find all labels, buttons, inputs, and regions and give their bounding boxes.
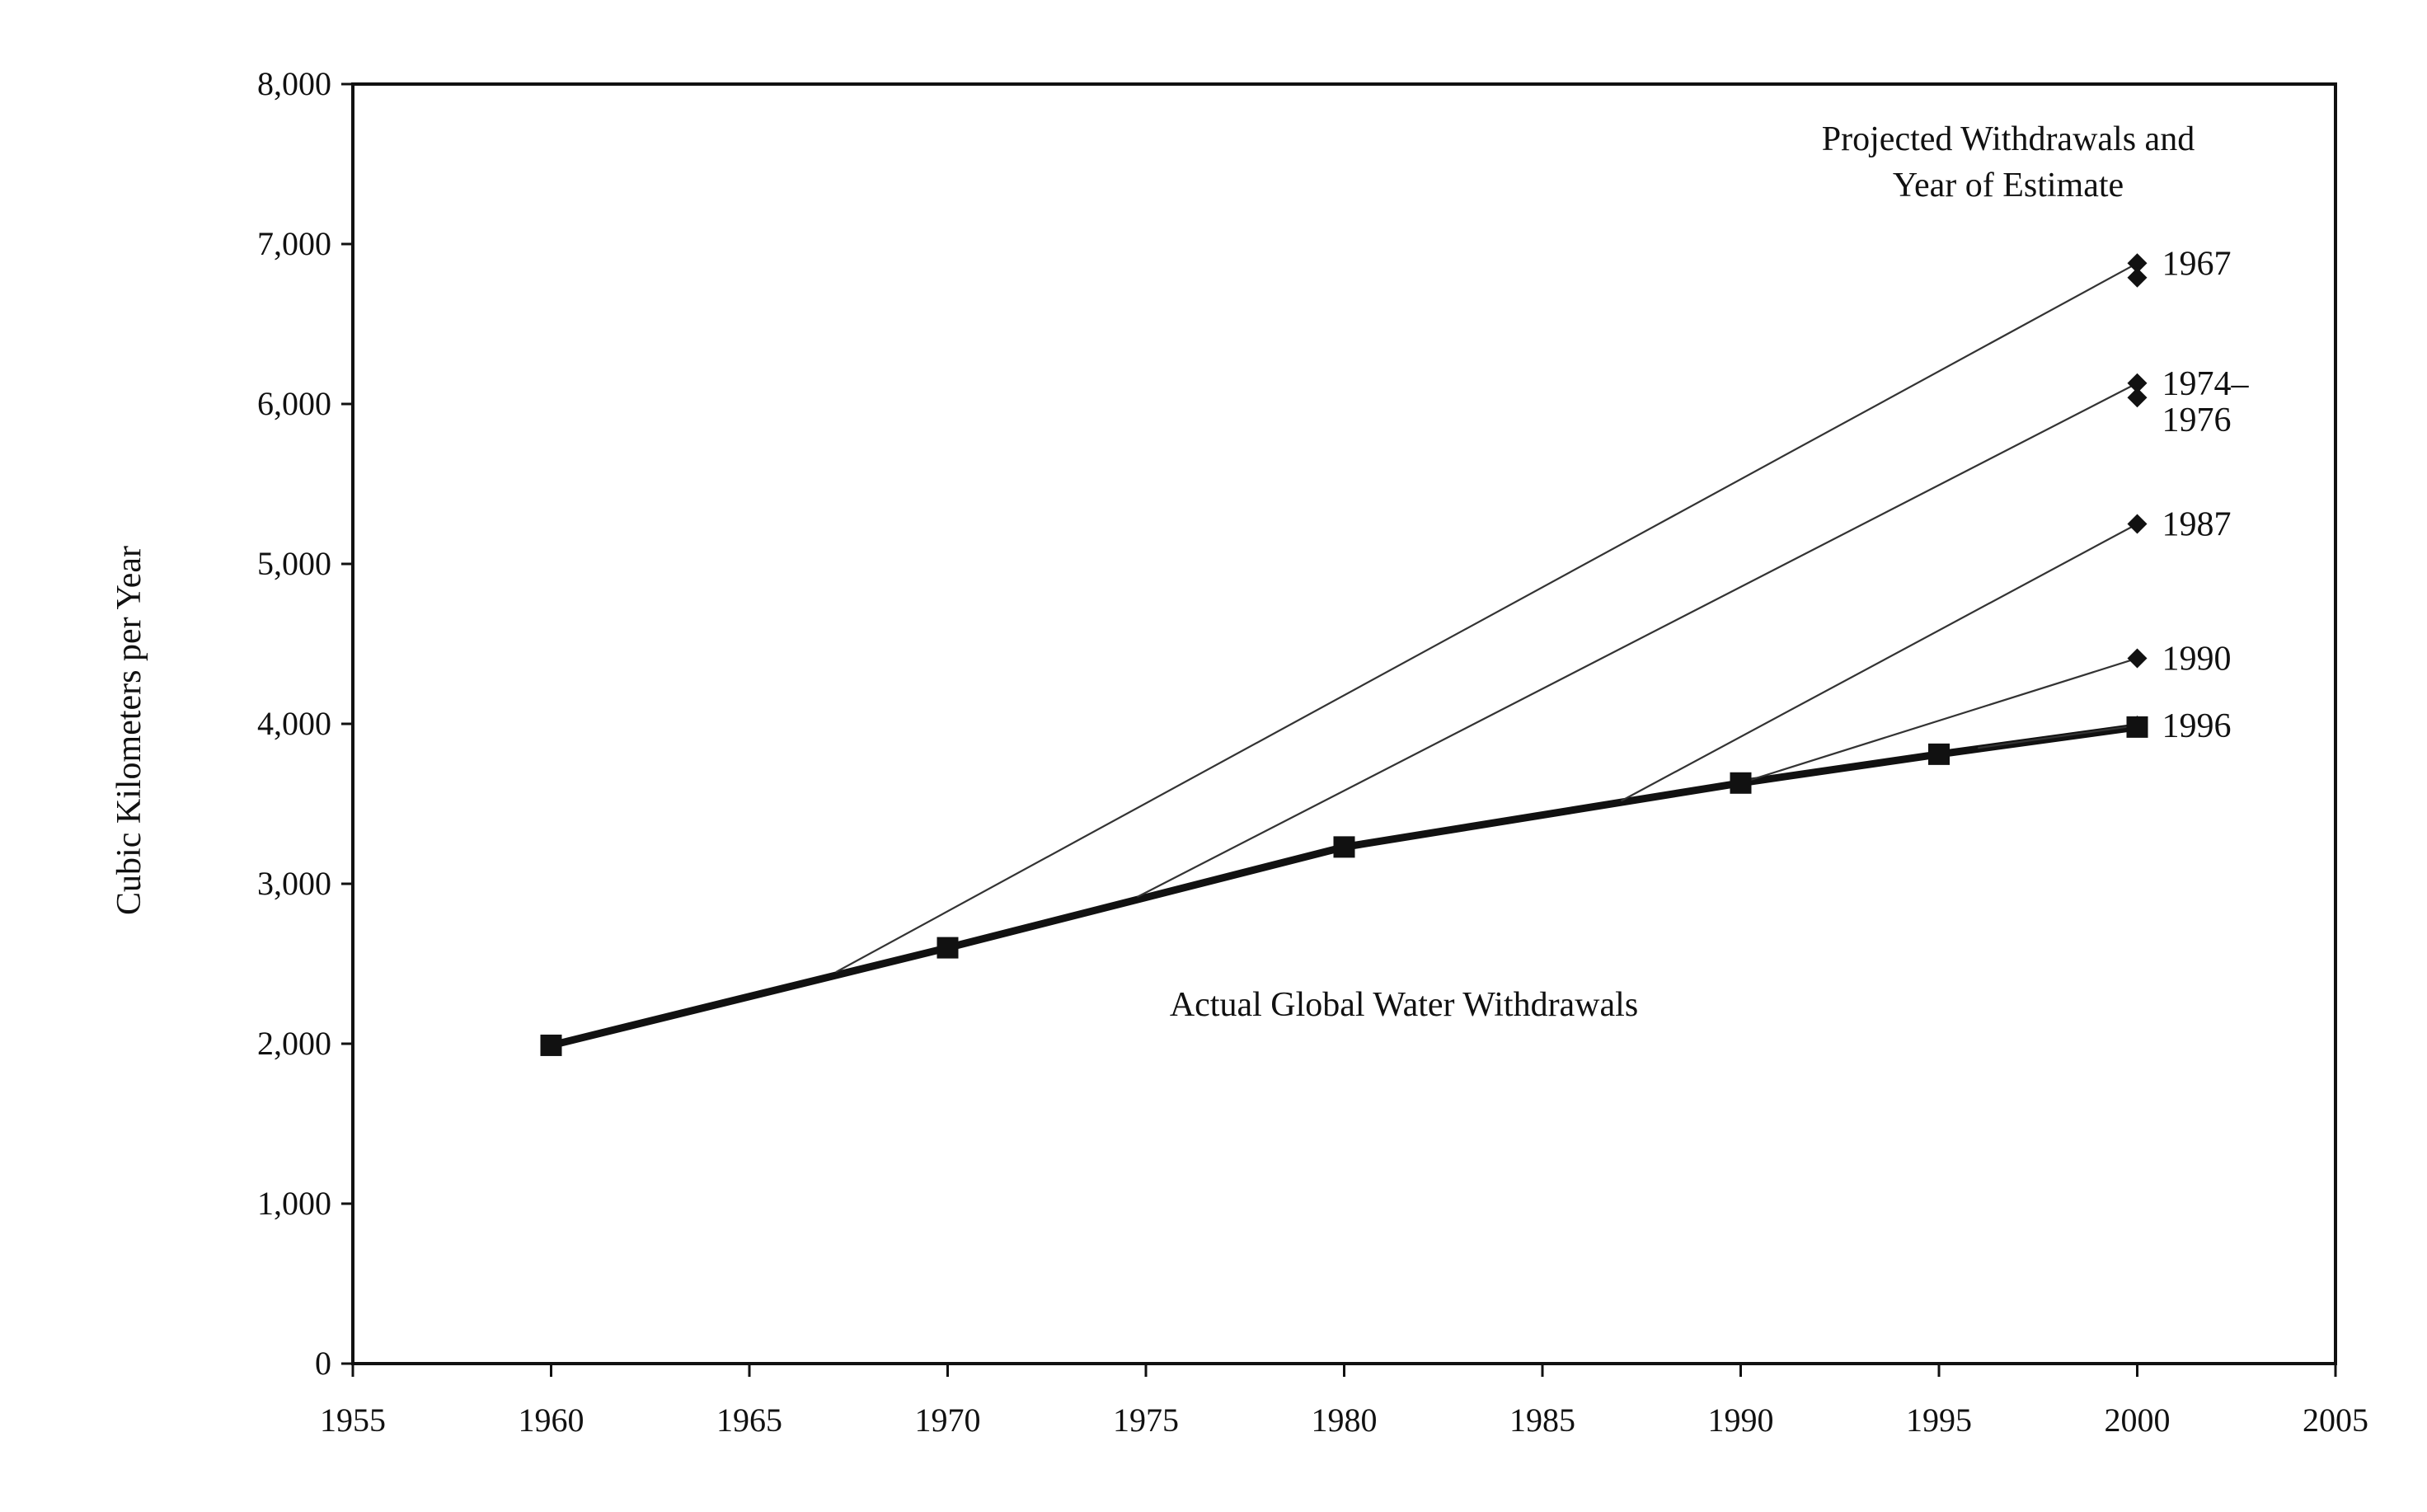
series-line-3: [1621, 523, 2138, 802]
projected-header-line-1: Projected Withdrawals and: [1822, 120, 2195, 158]
diamond-marker-5-0: [2127, 715, 2148, 735]
diamond-marker-1-1: [2127, 267, 2148, 288]
diamond-marker-3-0: [2127, 514, 2148, 534]
x-tick-label-1985: 1985: [1509, 1402, 1575, 1439]
y-tick-label-7000: 7,000: [257, 225, 331, 262]
series-line-5: [1978, 724, 2138, 749]
series-line-2: [1137, 382, 2138, 898]
square-marker-1990: [1730, 772, 1752, 794]
x-tick-label-1965: 1965: [716, 1402, 782, 1439]
series-label-line: 1967: [2162, 245, 2232, 283]
square-marker-1995: [1928, 743, 1950, 765]
x-tick-label-2005: 2005: [2303, 1402, 2368, 1439]
markers-layer: [540, 253, 2148, 1056]
square-marker-1980: [1333, 836, 1355, 858]
diamond-marker-2-0: [2127, 373, 2148, 393]
diamond-marker-4-0: [2127, 648, 2148, 669]
y-axis: 0 1,000 2,000 3,000 4,000 5,000 6,000 7,000 8,00…: [257, 65, 353, 1382]
series-line-1: [835, 262, 2138, 973]
x-tick-label-1955: 1955: [320, 1402, 386, 1439]
series-label-1: 1967: [2162, 245, 2232, 283]
x-tick-label-1970: 1970: [915, 1402, 981, 1439]
plot-frame: [351, 82, 2337, 1365]
series-label-line: 1987: [2162, 506, 2232, 544]
diamond-marker-1-0: [2127, 253, 2148, 274]
series-line-4: [1739, 657, 2138, 784]
y-tick-label-3000: 3,000: [257, 865, 331, 902]
plot-border: [351, 82, 2337, 1365]
series-label-line: 1990: [2162, 640, 2232, 678]
y-tick-label-0: 0: [315, 1345, 331, 1382]
x-tick-label-1980: 1980: [1312, 1402, 1378, 1439]
series-line-0: [547, 723, 2141, 1049]
series-label-line: 1976: [2162, 401, 2232, 439]
x-tick-label-1995: 1995: [1906, 1402, 1972, 1439]
square-marker-1960: [540, 1034, 562, 1056]
x-tick-label-1975: 1975: [1113, 1402, 1179, 1439]
x-tick-label-1960: 1960: [519, 1402, 584, 1439]
series-end-labels: 1967 1974– 1976 1987 1990 1996: [2162, 245, 2250, 745]
series-label-5: 1996: [2162, 707, 2232, 745]
y-tick-label-6000: 6,000: [257, 385, 331, 422]
y-tick-label-2000: 2,000: [257, 1025, 331, 1062]
actual-withdrawals-annotation: Actual Global Water Withdrawals: [1170, 986, 1638, 1024]
annotations: Projected Withdrawals and Year of Estima…: [1170, 120, 2195, 1024]
series-layer: [547, 262, 2141, 1049]
x-axis: 1955 1960 1965 1970 1975 1980 1985 1990 1995 2000…: [320, 1364, 2368, 1439]
y-tick-label-4000: 4,000: [257, 705, 331, 742]
x-tick-label-1990: 1990: [1708, 1402, 1774, 1439]
y-tick-label-5000: 5,000: [257, 545, 331, 582]
series-label-line: 1996: [2162, 707, 2232, 745]
series-label-2: 1974– 1976: [2162, 365, 2250, 439]
series-label-4: 1990: [2162, 640, 2232, 678]
series-label-3: 1987: [2162, 506, 2232, 544]
y-tick-label-1000: 1,000: [257, 1185, 331, 1222]
projected-header-line-2: Year of Estimate: [1893, 167, 2124, 204]
square-marker-1970: [937, 937, 959, 959]
series-label-line: 1974–: [2162, 365, 2250, 403]
x-tick-label-2000: 2000: [2105, 1402, 2171, 1439]
y-tick-label-8000: 8,000: [257, 65, 331, 102]
diamond-marker-2-1: [2127, 387, 2148, 408]
y-axis-label: Cubic Kilometers per Year: [110, 546, 148, 915]
